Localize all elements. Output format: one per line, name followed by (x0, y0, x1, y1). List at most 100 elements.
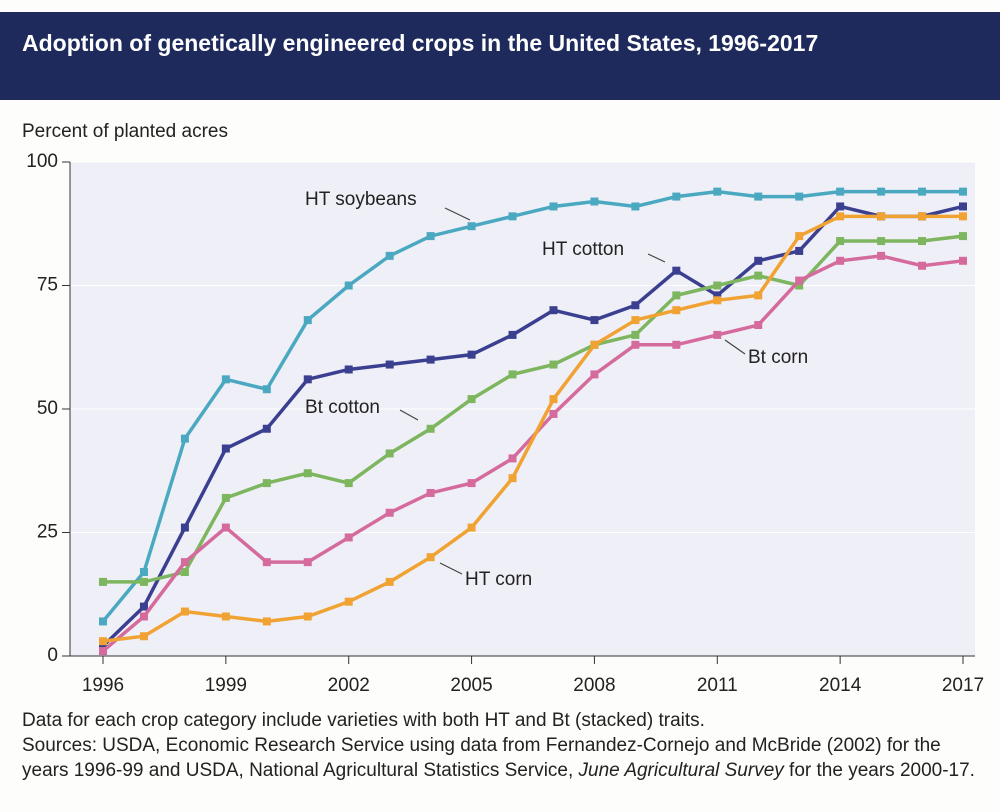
point (836, 256, 845, 265)
point (877, 187, 886, 196)
series-label: HT cotton (542, 239, 624, 260)
point (590, 340, 599, 349)
chart-title: Adoption of genetically engineered crops… (22, 30, 818, 56)
point (385, 508, 394, 517)
point (795, 192, 804, 201)
point (262, 424, 271, 433)
chart: Adoption of genetically engineered crops… (0, 12, 1000, 696)
point (426, 355, 435, 364)
y-tick-label: 100 (26, 151, 58, 172)
point (590, 370, 599, 379)
point (139, 568, 148, 577)
point (672, 340, 681, 349)
point (344, 281, 353, 290)
point (139, 602, 148, 611)
series-label: HT corn (465, 569, 532, 590)
point (918, 187, 927, 196)
point (508, 370, 517, 379)
point (508, 212, 517, 221)
leader-line (724, 339, 746, 355)
point (754, 256, 763, 265)
series-line (102, 214, 963, 643)
point (672, 306, 681, 315)
y-tick-label: 0 (47, 645, 58, 666)
point (959, 212, 967, 221)
point (631, 202, 640, 211)
point (180, 558, 189, 567)
point (99, 637, 107, 646)
point (99, 647, 107, 656)
point (877, 212, 886, 221)
point (508, 474, 517, 483)
point (221, 523, 230, 532)
point (139, 632, 148, 641)
point (180, 434, 189, 443)
point (754, 192, 763, 201)
point (99, 642, 107, 651)
point (836, 212, 845, 221)
point (262, 479, 271, 488)
point (467, 395, 476, 404)
point (836, 237, 845, 246)
point (959, 256, 967, 265)
x-tick-label: 2002 (328, 675, 370, 696)
point (713, 330, 722, 339)
point (385, 449, 394, 458)
point (426, 553, 435, 562)
y-tick-label: 25 (37, 522, 58, 543)
point (795, 246, 804, 255)
point (795, 232, 804, 241)
point (385, 251, 394, 260)
x-tick-label: 2005 (450, 675, 492, 696)
point (631, 340, 640, 349)
point (426, 424, 435, 433)
point (877, 237, 886, 246)
point (836, 187, 845, 196)
point (549, 360, 558, 369)
leader-line (444, 207, 471, 221)
point (713, 291, 722, 300)
leader-line (399, 409, 419, 421)
footnote: Data for each crop category include vari… (22, 708, 982, 783)
leader-line (439, 562, 463, 575)
y-tick-label: 75 (37, 275, 58, 296)
point (672, 291, 681, 300)
point (426, 232, 435, 241)
point (99, 577, 107, 586)
point (344, 597, 353, 606)
point (918, 237, 927, 246)
note: Data for each crop category include vari… (22, 710, 705, 731)
point (303, 375, 312, 384)
point (549, 395, 558, 404)
point (713, 296, 722, 305)
point (795, 276, 804, 285)
point (918, 261, 927, 270)
point (262, 617, 271, 626)
y-tick-label: 50 (37, 398, 58, 419)
series-label: Bt corn (748, 347, 808, 368)
point (180, 607, 189, 616)
leader-line (647, 253, 666, 263)
point (631, 301, 640, 310)
point (385, 577, 394, 586)
point (467, 222, 476, 231)
x-tick-label: 2014 (819, 675, 862, 696)
point (139, 612, 148, 621)
point (631, 330, 640, 339)
point (672, 266, 681, 275)
point (795, 281, 804, 290)
x-tick-label: 1999 (205, 675, 247, 696)
point (426, 488, 435, 497)
point (467, 523, 476, 532)
point (590, 316, 599, 325)
x-tick-label: 2008 (573, 675, 615, 696)
point (754, 321, 763, 330)
point (262, 385, 271, 394)
point (344, 479, 353, 488)
point (508, 454, 517, 463)
point (221, 375, 230, 384)
point (918, 212, 927, 221)
sources-end: for the years 2000-17. (783, 760, 975, 781)
point (385, 360, 394, 369)
x-tick-label: 2011 (697, 675, 738, 696)
